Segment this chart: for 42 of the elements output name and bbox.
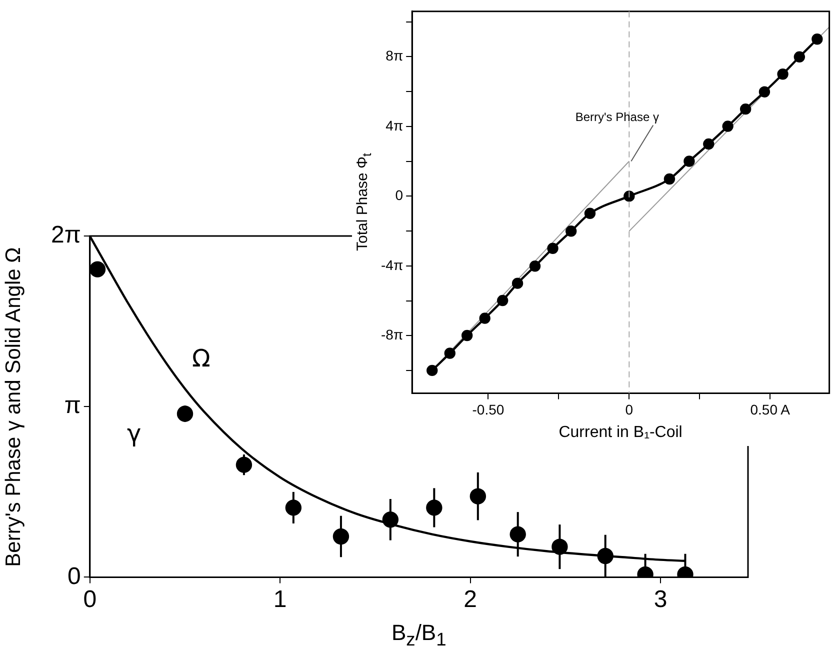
x-axis-title: B$_{z}$/B$_{1}$: [391, 620, 446, 650]
series-label: Ω: [192, 344, 210, 373]
x-tick-label: 3: [654, 586, 668, 614]
point: [584, 208, 596, 219]
point: [722, 120, 734, 132]
annotation: Berry's Phase γ: [575, 110, 659, 124]
x-tick-label: 0: [625, 401, 634, 418]
y-tick-label: 0: [68, 562, 81, 590]
point: [794, 51, 806, 63]
point: [703, 138, 714, 150]
point: [176, 406, 194, 422]
point: [758, 86, 770, 98]
y-tick-label: 0: [395, 187, 404, 204]
x-tick-label: -0.50: [472, 401, 504, 418]
point: [777, 68, 788, 80]
point: [90, 261, 106, 278]
point: [479, 312, 490, 324]
point: [461, 330, 473, 342]
x-axis-title: Current in B₁-Coil: [558, 424, 682, 442]
y-tick-label: -4π: [381, 256, 404, 273]
point: [624, 190, 635, 202]
point: [565, 226, 577, 237]
series-label: γ: [127, 420, 142, 448]
point: [740, 103, 752, 115]
y-tick-label: -8π: [381, 326, 404, 343]
x-tick-label: 0.50 A: [750, 401, 791, 418]
point: [812, 34, 823, 45]
point: [496, 294, 508, 306]
point: [529, 260, 541, 272]
y-tick-label: 2π: [51, 222, 81, 249]
point: [512, 278, 524, 289]
point: [547, 242, 558, 254]
y-tick-label: π: [64, 392, 81, 420]
point: [444, 348, 456, 359]
y-tick-label: 4π: [386, 117, 404, 134]
point: [684, 156, 695, 167]
y-axis-title: Berry's Phase γ and Solid Angle Ω: [2, 246, 26, 566]
x-tick-label: 2: [464, 586, 477, 614]
point: [426, 364, 438, 376]
point: [664, 173, 676, 185]
y-tick-label: 8π: [386, 48, 404, 64]
x-tick-label: 1: [273, 586, 287, 614]
